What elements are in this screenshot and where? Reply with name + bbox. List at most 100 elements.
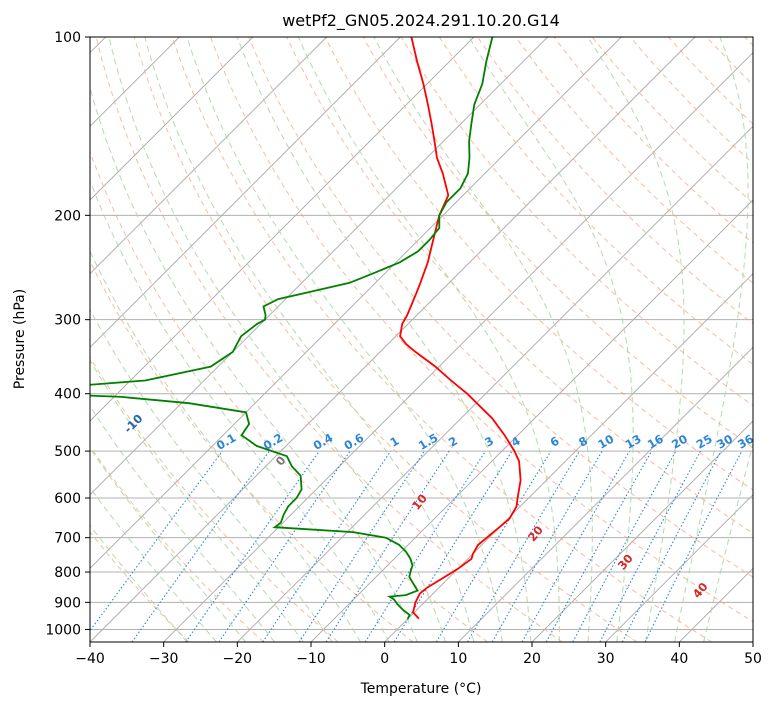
mixing-ratio-label: 16 <box>645 432 666 452</box>
moist-adiabat <box>90 250 362 642</box>
mixing-ratio-line <box>491 450 603 642</box>
dry-adiabat <box>171 37 712 642</box>
chart-title: wetPf2_GN05.2024.291.10.20.G14 <box>282 11 560 31</box>
mixing-ratio-label: 10 <box>595 432 616 452</box>
isotherm-line <box>236 125 753 642</box>
x-axis-label: Temperature (°C) <box>360 681 482 697</box>
isotherm-line <box>605 493 753 642</box>
x-tick-label: −10 <box>296 651 326 667</box>
isotherm-line <box>384 272 753 642</box>
mixing-ratio-label: 20 <box>669 432 690 452</box>
x-tick-label: 0 <box>380 651 389 667</box>
isotherm-line <box>752 641 753 642</box>
dry-adiabat <box>286 37 753 534</box>
temperature-line <box>399 37 522 620</box>
y-tick-label: 300 <box>54 313 81 329</box>
dry-adiabat <box>248 37 753 578</box>
moist-adiabat <box>90 86 418 642</box>
dry-adiabat <box>438 37 753 366</box>
dry-adiabat <box>133 37 638 642</box>
mixing-ratio-line <box>521 450 630 642</box>
mixing-ratio-line <box>467 450 580 642</box>
x-tick-label: 40 <box>670 651 688 667</box>
moist-adiabat <box>90 447 247 642</box>
mixing-ratio-line <box>644 450 743 642</box>
moist-adiabat <box>674 37 749 642</box>
x-tick-label: 30 <box>597 651 615 667</box>
y-tick-label: 600 <box>54 491 81 507</box>
y-tick-label: 900 <box>54 595 81 611</box>
mixing-ratio-line <box>621 450 722 642</box>
y-tick-label: 400 <box>54 387 81 403</box>
moist-adiabat <box>703 441 753 642</box>
moist-adiabat <box>90 524 188 642</box>
y-tick-label: 1000 <box>45 622 81 638</box>
mixing-ratio-label: 36 <box>735 432 756 452</box>
moist-adiabat <box>186 37 503 642</box>
isotherm-line <box>90 37 328 275</box>
moist-adiabat <box>297 37 560 642</box>
y-axis: 100 200 300 400 500 600 700 800 900 1000 <box>45 30 90 638</box>
dry-adiabat <box>515 37 753 284</box>
mixing-ratio-line <box>298 450 425 642</box>
x-tick-label: −20 <box>223 651 253 667</box>
dry-adiabat <box>400 37 753 407</box>
mixing-ratio-line <box>131 450 270 642</box>
mixing-ratio-line <box>599 450 701 642</box>
dry-adiabat <box>90 150 488 642</box>
y-tick-label: 200 <box>54 208 81 224</box>
y-tick-label: 800 <box>54 565 81 581</box>
x-tick-label: 50 <box>744 651 762 667</box>
isotherm-line <box>90 37 622 570</box>
isotherm-line <box>90 37 549 496</box>
moist-adiabat <box>144 37 475 642</box>
isotherm-line <box>531 420 753 642</box>
mixing-ratio-label: 13 <box>623 432 644 452</box>
mixing-ratio-line <box>262 450 392 642</box>
isotherm-line <box>90 37 254 201</box>
x-tick-label: 20 <box>523 651 541 667</box>
dry-adiabat <box>90 356 339 642</box>
mixing-ratio-line <box>325 450 450 642</box>
mixing-ratio-line <box>218 450 351 642</box>
plot-background <box>90 37 753 642</box>
x-tick-label: −30 <box>149 651 179 667</box>
mixing-ratio-label: 25 <box>694 432 715 452</box>
moist-adiabat <box>90 359 304 642</box>
dewpoint-line <box>90 37 494 620</box>
y-axis-label: Pressure (hPa) <box>12 289 28 389</box>
x-axis: −40 −30 −20 −10 0 10 20 30 40 50 <box>75 642 762 667</box>
moist-adiabat <box>90 486 217 642</box>
dry-adiabats <box>90 37 753 642</box>
y-tick-label: 100 <box>54 30 81 46</box>
mixing-ratio-line <box>435 450 552 642</box>
plot-frame <box>89 36 754 643</box>
moist-adiabat <box>108 37 447 642</box>
moist-adiabat <box>236 37 532 642</box>
mixing-ratio-lines <box>90 450 743 642</box>
y-tick-label: 700 <box>54 531 81 547</box>
mixing-ratio-label: 30 <box>714 432 735 452</box>
dry-adiabat <box>210 37 753 623</box>
mixing-ratio-line <box>545 450 653 642</box>
dry-adiabat <box>95 37 563 642</box>
moist-adiabat <box>90 405 276 642</box>
moist-adiabat <box>373 37 593 642</box>
x-tick-label: −40 <box>75 651 105 667</box>
isotherm-line <box>457 346 753 642</box>
isotherm-line <box>90 37 401 349</box>
moist-adiabat <box>90 179 390 642</box>
moist-adiabats <box>90 37 753 642</box>
dry-adiabat <box>90 445 264 642</box>
dry-adiabat <box>90 531 190 642</box>
mixing-ratio-line <box>90 450 223 632</box>
x-tick-label: 10 <box>449 651 467 667</box>
mixing-ratio-line <box>572 450 677 642</box>
moist-adiabat <box>90 308 333 642</box>
mixing-ratio-line <box>364 450 486 642</box>
moist-adiabat <box>468 37 634 642</box>
y-tick-label: 500 <box>54 444 81 460</box>
sounding-series <box>90 37 522 620</box>
isotherm-line <box>163 51 753 642</box>
